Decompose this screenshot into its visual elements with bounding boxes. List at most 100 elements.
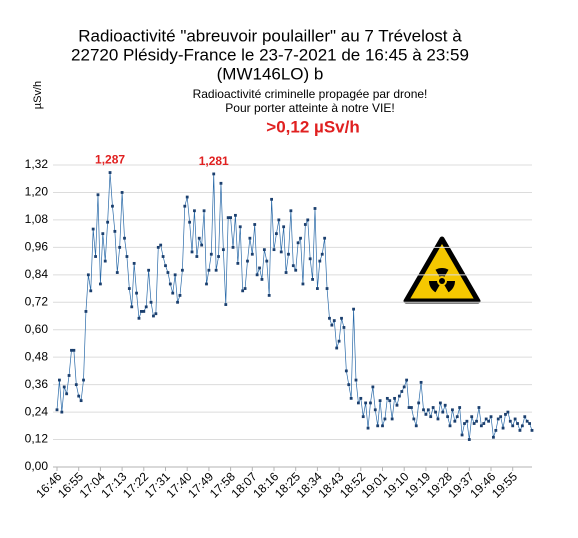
marker xyxy=(303,223,307,226)
marker xyxy=(419,380,423,384)
marker xyxy=(499,415,503,419)
marker xyxy=(453,419,457,423)
marker xyxy=(477,406,481,409)
marker xyxy=(65,392,69,396)
marker xyxy=(246,259,249,263)
marker xyxy=(277,218,281,222)
marker xyxy=(458,406,462,409)
marker xyxy=(446,415,450,419)
marker xyxy=(424,412,428,416)
x-tick-label: 19:55 xyxy=(489,469,520,500)
y-tick-label: 0,96 xyxy=(25,240,49,254)
marker xyxy=(58,378,61,382)
marker xyxy=(525,419,529,423)
marker xyxy=(511,424,515,428)
subtitle: Pour porter atteinte à notre VIE! xyxy=(225,101,394,115)
marker xyxy=(371,385,375,389)
marker xyxy=(231,245,235,249)
marker xyxy=(161,255,165,258)
marker xyxy=(414,424,418,428)
marker xyxy=(479,424,483,428)
marker xyxy=(407,406,411,409)
marker xyxy=(426,408,430,412)
data-label: 1,281 xyxy=(199,154,229,168)
marker xyxy=(369,401,372,405)
marker xyxy=(282,225,286,229)
marker xyxy=(410,406,413,409)
marker xyxy=(253,223,257,226)
marker xyxy=(55,408,59,412)
marker xyxy=(393,396,396,400)
marker xyxy=(443,403,447,407)
marker xyxy=(340,316,343,320)
y-tick-label: 1,32 xyxy=(25,157,49,171)
marker xyxy=(236,261,240,265)
y-tick-label: 0,12 xyxy=(25,432,49,446)
marker xyxy=(238,225,242,229)
marker xyxy=(255,273,259,277)
marker xyxy=(451,408,454,412)
marker xyxy=(248,236,252,240)
marker xyxy=(347,383,351,387)
marker xyxy=(77,394,81,398)
marker xyxy=(364,401,368,405)
marker xyxy=(101,232,105,236)
marker xyxy=(508,419,512,423)
marker xyxy=(229,216,233,220)
marker xyxy=(417,401,421,405)
marker xyxy=(91,227,95,231)
marker xyxy=(106,220,110,224)
marker xyxy=(455,415,459,419)
marker xyxy=(103,259,107,263)
marker xyxy=(72,348,76,352)
marker xyxy=(316,287,319,290)
marker xyxy=(518,428,522,432)
marker xyxy=(472,422,476,425)
marker xyxy=(74,383,78,387)
marker xyxy=(221,248,225,252)
marker xyxy=(465,419,469,423)
marker xyxy=(492,435,495,439)
marker xyxy=(207,268,211,272)
marker xyxy=(118,245,122,249)
marker xyxy=(501,426,505,430)
y-tick-label: 0,00 xyxy=(25,459,49,473)
marker xyxy=(152,314,155,318)
marker xyxy=(385,396,389,400)
marker xyxy=(197,236,201,240)
y-tick-label: 0,72 xyxy=(25,294,49,308)
marker xyxy=(332,319,336,322)
marker xyxy=(205,282,208,286)
marker xyxy=(190,250,194,254)
marker xyxy=(463,422,466,425)
marker xyxy=(168,282,172,286)
marker xyxy=(243,287,247,290)
marker xyxy=(147,268,151,272)
marker xyxy=(185,195,189,199)
marker xyxy=(219,181,223,185)
marker xyxy=(166,271,170,274)
y-tick-label: 0,48 xyxy=(25,349,49,363)
marker xyxy=(390,417,394,421)
marker xyxy=(325,287,329,290)
marker xyxy=(313,207,317,210)
chart-title: 22720 Plésidy-France le 23-7-2021 de 16:… xyxy=(71,45,469,64)
marker xyxy=(262,248,266,252)
marker xyxy=(120,191,124,194)
marker xyxy=(422,408,425,412)
marker xyxy=(487,419,490,423)
subtitle: Radioactivité criminelle propagée par dr… xyxy=(193,87,428,101)
marker xyxy=(496,417,500,421)
marker xyxy=(299,236,302,240)
y-axis-label: µSv/h xyxy=(32,81,44,109)
marker xyxy=(250,252,254,256)
marker xyxy=(530,428,534,432)
marker xyxy=(308,257,312,261)
marker xyxy=(173,273,177,277)
marker xyxy=(193,209,196,213)
marker xyxy=(241,289,245,293)
marker xyxy=(156,245,160,249)
y-tick-label: 0,84 xyxy=(25,267,49,281)
marker xyxy=(176,300,179,304)
